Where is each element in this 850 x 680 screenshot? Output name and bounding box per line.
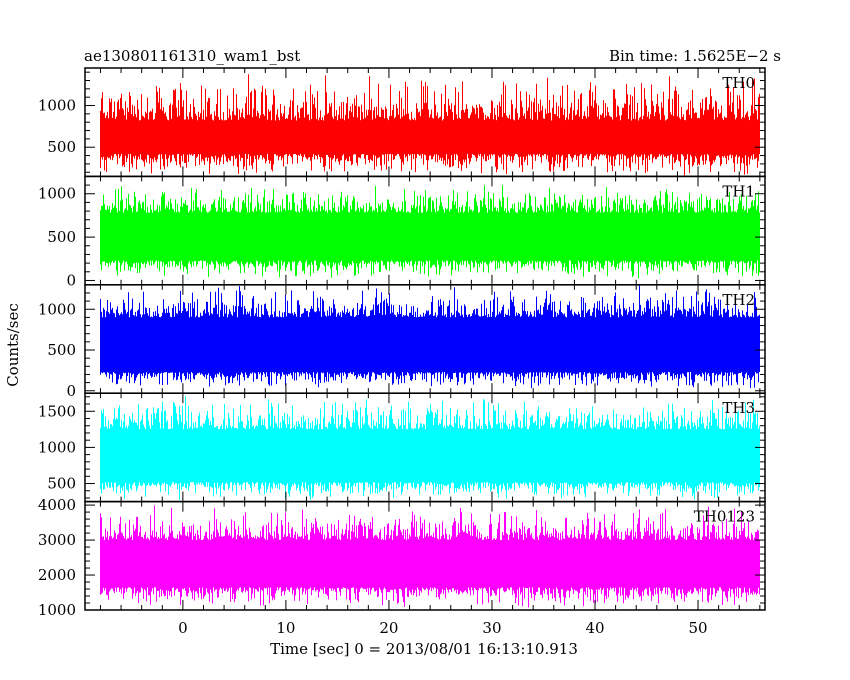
y-tick-label: 1000 bbox=[38, 185, 76, 203]
y-tick-label: 500 bbox=[47, 341, 76, 359]
x-tick-label: 0 bbox=[178, 619, 188, 637]
panel-label: TH0123 bbox=[694, 508, 755, 526]
y-tick-label: 2000 bbox=[38, 566, 76, 584]
panel-label: TH0 bbox=[722, 74, 755, 92]
y-tick-label: 1000 bbox=[38, 601, 76, 619]
bin-time-label: Bin time: 1.5625E−2 s bbox=[609, 47, 781, 65]
y-tick-label: 1500 bbox=[38, 402, 76, 420]
panel-th0: 500 1000 TH0 bbox=[38, 67, 766, 178]
x-tick-label: 30 bbox=[482, 619, 501, 637]
y-tick-label: 500 bbox=[47, 138, 76, 156]
series-trace bbox=[100, 396, 760, 500]
y-axis-label: Counts/sec bbox=[4, 303, 22, 387]
panel-label: TH3 bbox=[722, 399, 755, 417]
panel-frame bbox=[84, 500, 766, 611]
y-tick-label: 4000 bbox=[38, 496, 76, 514]
y-tick-label: 0 bbox=[66, 271, 76, 289]
panel-th2: 0 500 1000 TH2 bbox=[38, 284, 766, 400]
y-tick-label: 0 bbox=[66, 382, 76, 400]
series-trace bbox=[100, 74, 760, 176]
x-axis-label: Time [sec] 0 = 2013/08/01 16:13:10.913 bbox=[270, 640, 578, 658]
y-tick-label: 1000 bbox=[38, 97, 76, 115]
panel-th3: 500 1000 1500 TH3 bbox=[38, 392, 766, 503]
y-tick-label: 3000 bbox=[38, 531, 76, 549]
chart-title: ae130801161310_wam1_bst bbox=[84, 47, 300, 65]
panel-th0123: 1000 2000 3000 4000 TH0123 bbox=[38, 496, 766, 619]
y-tick-label: 1000 bbox=[38, 300, 76, 318]
y-tick-label: 500 bbox=[47, 228, 76, 246]
series-trace bbox=[100, 185, 760, 279]
series-trace bbox=[100, 505, 760, 608]
panel-th1: 0 500 1000 TH1 bbox=[38, 175, 766, 289]
series-trace bbox=[100, 285, 760, 389]
x-tick-label: 10 bbox=[276, 619, 295, 637]
y-tick-label: 1000 bbox=[38, 438, 76, 456]
x-tick-label: 50 bbox=[688, 619, 707, 637]
x-tick-label: 20 bbox=[379, 619, 398, 637]
y-tick-label: 500 bbox=[47, 475, 76, 493]
panel-label: TH2 bbox=[722, 291, 755, 309]
x-tick-label: 40 bbox=[585, 619, 604, 637]
panel-label: TH1 bbox=[722, 182, 755, 200]
